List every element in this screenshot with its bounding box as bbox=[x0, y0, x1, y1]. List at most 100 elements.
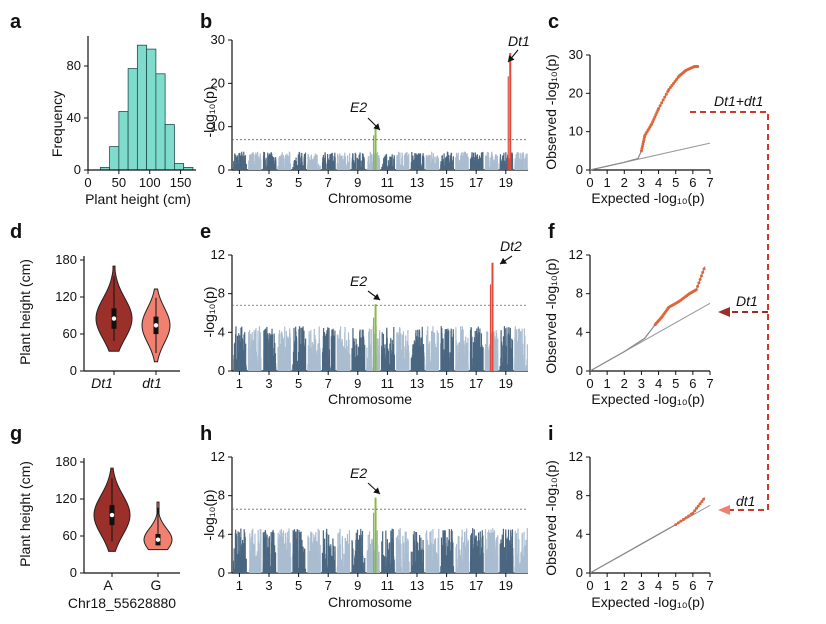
manhattan-point bbox=[344, 537, 347, 573]
manhattan-point bbox=[271, 156, 274, 170]
manhattan-point bbox=[249, 537, 251, 573]
histogram-y-tick-label: 0 bbox=[74, 162, 81, 177]
manhattan-point bbox=[293, 564, 295, 573]
peak-label-b-dt1: Dt1 bbox=[508, 33, 530, 49]
manhattan-point bbox=[343, 169, 345, 170]
manhattan-point bbox=[281, 154, 283, 170]
manhattan-point bbox=[347, 163, 350, 170]
manhattan-point bbox=[502, 156, 504, 170]
histogram-bar bbox=[136, 44, 148, 171]
manhattan-point bbox=[308, 164, 311, 170]
manhattan-point bbox=[293, 169, 295, 170]
qq-x-tick-label: 3 bbox=[638, 175, 645, 190]
manhattan-point bbox=[337, 166, 339, 170]
manhattan-point bbox=[417, 366, 419, 371]
manhattan-point bbox=[238, 156, 241, 170]
manhattan-x-tick-label: 7 bbox=[325, 578, 332, 593]
manhattan-point bbox=[433, 332, 436, 371]
manhattan-point bbox=[356, 344, 358, 371]
manhattan-point bbox=[240, 570, 242, 573]
manhattan-point bbox=[298, 326, 301, 371]
manhattan-point bbox=[334, 330, 336, 371]
manhattan-point bbox=[266, 169, 268, 170]
manhattan-point bbox=[308, 157, 310, 170]
manhattan-point bbox=[426, 337, 428, 371]
manhattan-point bbox=[420, 352, 422, 371]
manhattan-point bbox=[416, 167, 418, 170]
manhattan-point bbox=[339, 562, 341, 573]
manhattan-b-ylabel: -log₁₀(p) bbox=[201, 87, 217, 138]
qq-y-tick-label: 4 bbox=[576, 324, 583, 339]
manhattan-point bbox=[522, 561, 525, 573]
manhattan-point bbox=[456, 155, 458, 170]
qq-x-tick-label: 6 bbox=[689, 175, 696, 190]
manhattan-point bbox=[300, 349, 302, 371]
manhattan-point bbox=[436, 361, 438, 371]
manhattan-point bbox=[314, 335, 316, 371]
manhattan-point bbox=[249, 362, 251, 371]
manhattan-point bbox=[282, 338, 285, 371]
manhattan-point bbox=[511, 340, 514, 371]
qq-y-tick-label: 8 bbox=[576, 286, 583, 301]
manhattan-point bbox=[361, 168, 363, 170]
qq-x-tick-label: 0 bbox=[586, 578, 593, 593]
manhattan-point bbox=[396, 535, 399, 573]
manhattan-point bbox=[235, 533, 237, 573]
manhattan-point bbox=[452, 157, 454, 170]
manhattan-point bbox=[286, 562, 288, 573]
manhattan-point bbox=[337, 566, 340, 573]
manhattan-point bbox=[507, 367, 509, 371]
manhattan-point bbox=[506, 546, 509, 573]
manhattan-point bbox=[401, 349, 403, 371]
manhattan-point bbox=[402, 349, 404, 371]
manhattan-point bbox=[330, 336, 332, 371]
manhattan-point bbox=[295, 341, 298, 371]
violin-d-cat-0: Dt1 bbox=[91, 375, 113, 391]
manhattan-point bbox=[519, 169, 521, 170]
manhattan-point bbox=[523, 547, 525, 573]
manhattan-point bbox=[495, 154, 497, 170]
manhattan-point bbox=[267, 547, 269, 573]
manhattan-point bbox=[296, 538, 298, 573]
manhattan-point bbox=[315, 549, 317, 573]
manhattan-x-tick-label: 15 bbox=[439, 578, 453, 593]
manhattan-point bbox=[512, 547, 514, 573]
manhattan-point bbox=[517, 528, 519, 573]
qq-i-ylabel: Observed -log₁₀(p) bbox=[543, 460, 559, 576]
manhattan-point bbox=[448, 330, 450, 371]
manhattan-point bbox=[294, 350, 296, 371]
manhattan-point bbox=[240, 155, 242, 170]
manhattan-point bbox=[356, 567, 358, 573]
manhattan-point bbox=[324, 161, 326, 170]
manhattan-point bbox=[390, 338, 392, 371]
manhattan-point bbox=[316, 350, 318, 371]
manhattan-point bbox=[352, 328, 354, 371]
manhattan-point bbox=[361, 530, 364, 573]
manhattan-point bbox=[316, 541, 318, 573]
manhattan-point bbox=[333, 560, 335, 573]
manhattan-point bbox=[309, 559, 311, 573]
manhattan-point bbox=[434, 351, 436, 371]
manhattan-point bbox=[467, 343, 469, 371]
manhattan-point bbox=[411, 163, 413, 170]
manhattan-point bbox=[233, 560, 235, 573]
manhattan-point bbox=[383, 156, 386, 170]
qq-x-tick-label: 0 bbox=[586, 376, 593, 391]
manhattan-h-xlabel: Chromosome bbox=[328, 594, 412, 610]
manhattan-point bbox=[267, 155, 270, 170]
manhattan-point bbox=[514, 340, 517, 371]
manhattan-point bbox=[296, 165, 298, 170]
manhattan-point bbox=[406, 152, 408, 170]
manhattan-point bbox=[494, 565, 497, 573]
manhattan-point bbox=[233, 160, 235, 170]
manhattan-point bbox=[391, 359, 394, 371]
manhattan-point bbox=[410, 162, 412, 170]
manhattan-point bbox=[331, 160, 333, 170]
manhattan-point bbox=[482, 347, 484, 371]
qq-x-tick-label: 2 bbox=[621, 175, 628, 190]
manhattan-point bbox=[344, 164, 346, 170]
manhattan-point bbox=[406, 166, 409, 170]
manhattan-point bbox=[326, 561, 328, 573]
manhattan-point bbox=[433, 165, 436, 170]
